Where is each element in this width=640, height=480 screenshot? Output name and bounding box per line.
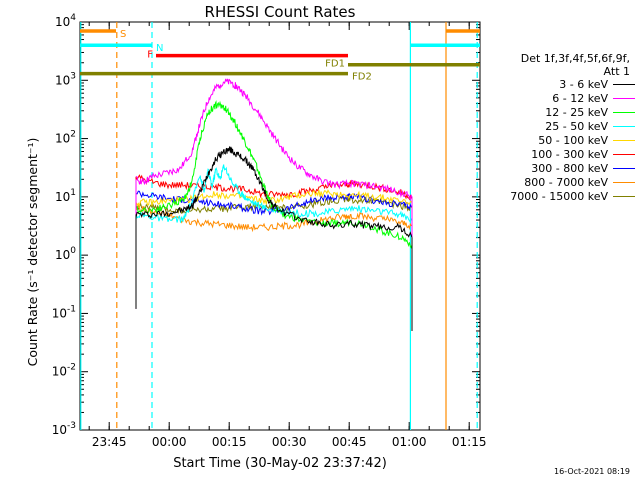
legend-item: 7000 - 15000 keV xyxy=(470,189,635,203)
legend-item: 100 - 300 keV xyxy=(470,147,635,161)
x-tick-label: 00:00 xyxy=(152,435,187,449)
legend-item-label: 6 - 12 keV xyxy=(552,92,608,106)
legend-item-label: 25 - 50 keV xyxy=(545,120,608,134)
y-tick-label: 10-3 xyxy=(52,421,76,437)
legend-attenuator-header: Att 1 xyxy=(603,65,630,78)
series-line xyxy=(135,78,413,202)
x-tick-label: 01:15 xyxy=(452,435,487,449)
legend-item: 6 - 12 keV xyxy=(470,92,635,106)
legend-swatch xyxy=(613,181,635,183)
legend-item-label: 800 - 7000 keV xyxy=(524,175,608,189)
state-bar-label: FD1 xyxy=(325,59,345,70)
legend-item: 12 - 25 keV xyxy=(470,106,635,120)
plot-frame xyxy=(79,21,481,431)
y-tick-label: 103 xyxy=(55,71,76,87)
chart-title: RHESSI Count Rates xyxy=(205,3,356,21)
legend-item-label: 3 - 6 keV xyxy=(559,78,608,92)
y-tick-label: 104 xyxy=(55,13,76,29)
legend-item-label: 7000 - 15000 keV xyxy=(510,189,608,203)
legend-item: 50 - 100 keV xyxy=(470,134,635,148)
legend-item-label: 12 - 25 keV xyxy=(545,106,608,120)
legend-swatch xyxy=(613,84,635,86)
legend-item-label: 50 - 100 keV xyxy=(538,134,608,147)
series-line xyxy=(135,174,413,201)
state-bar-label: S xyxy=(120,29,126,40)
x-tick-label: 00:15 xyxy=(212,435,247,449)
legend-detector-header: Det 1f,3f,4f,5f,6f,9f, xyxy=(520,52,630,65)
legend-item-label: 100 - 300 keV xyxy=(531,147,608,161)
timestamp: 16-Oct-2021 08:19 xyxy=(554,467,630,476)
legend-item: 25 - 50 keV xyxy=(470,120,635,134)
y-tick-label: 100 xyxy=(55,246,76,262)
x-tick-label: 23:45 xyxy=(92,435,127,449)
legend-item-label: 300 - 800 keV xyxy=(531,161,608,175)
legend-swatch xyxy=(613,98,635,100)
legend-swatch xyxy=(613,126,635,128)
legend-item: 300 - 800 keV xyxy=(470,161,635,175)
legend-swatch xyxy=(613,140,635,141)
legend-item: 800 - 7000 keV xyxy=(470,175,635,189)
state-bar-label: FD2 xyxy=(352,72,372,83)
y-tick-label: 102 xyxy=(55,130,76,146)
state-bar-label: N xyxy=(156,43,163,54)
series-line xyxy=(135,189,413,208)
legend-swatch xyxy=(613,112,635,114)
y-axis-label: Count Rate (s⁻¹ detector segment⁻¹) xyxy=(25,138,40,367)
y-tick-label: 10-2 xyxy=(52,363,76,379)
legend: Det 1f,3f,4f,5f,6f,9f, Att 1 3 - 6 keV 6 … xyxy=(470,52,635,203)
y-tick-label: 10-1 xyxy=(52,304,76,320)
x-tick-label: 00:45 xyxy=(332,435,367,449)
x-tick-label: 00:30 xyxy=(272,435,307,449)
legend-swatch xyxy=(613,195,635,197)
x-tick-label: 01:00 xyxy=(392,435,427,449)
series-line xyxy=(135,146,413,238)
state-bar-label: F xyxy=(147,50,153,61)
series-line xyxy=(135,190,413,216)
x-axis-label: Start Time (30-May-02 23:37:42) xyxy=(173,456,387,471)
legend-item: 3 - 6 keV xyxy=(470,78,635,92)
legend-swatch xyxy=(613,153,635,155)
series-line xyxy=(135,164,413,224)
series-line xyxy=(135,100,413,249)
legend-swatch xyxy=(613,167,635,169)
y-tick-label: 101 xyxy=(55,188,76,204)
